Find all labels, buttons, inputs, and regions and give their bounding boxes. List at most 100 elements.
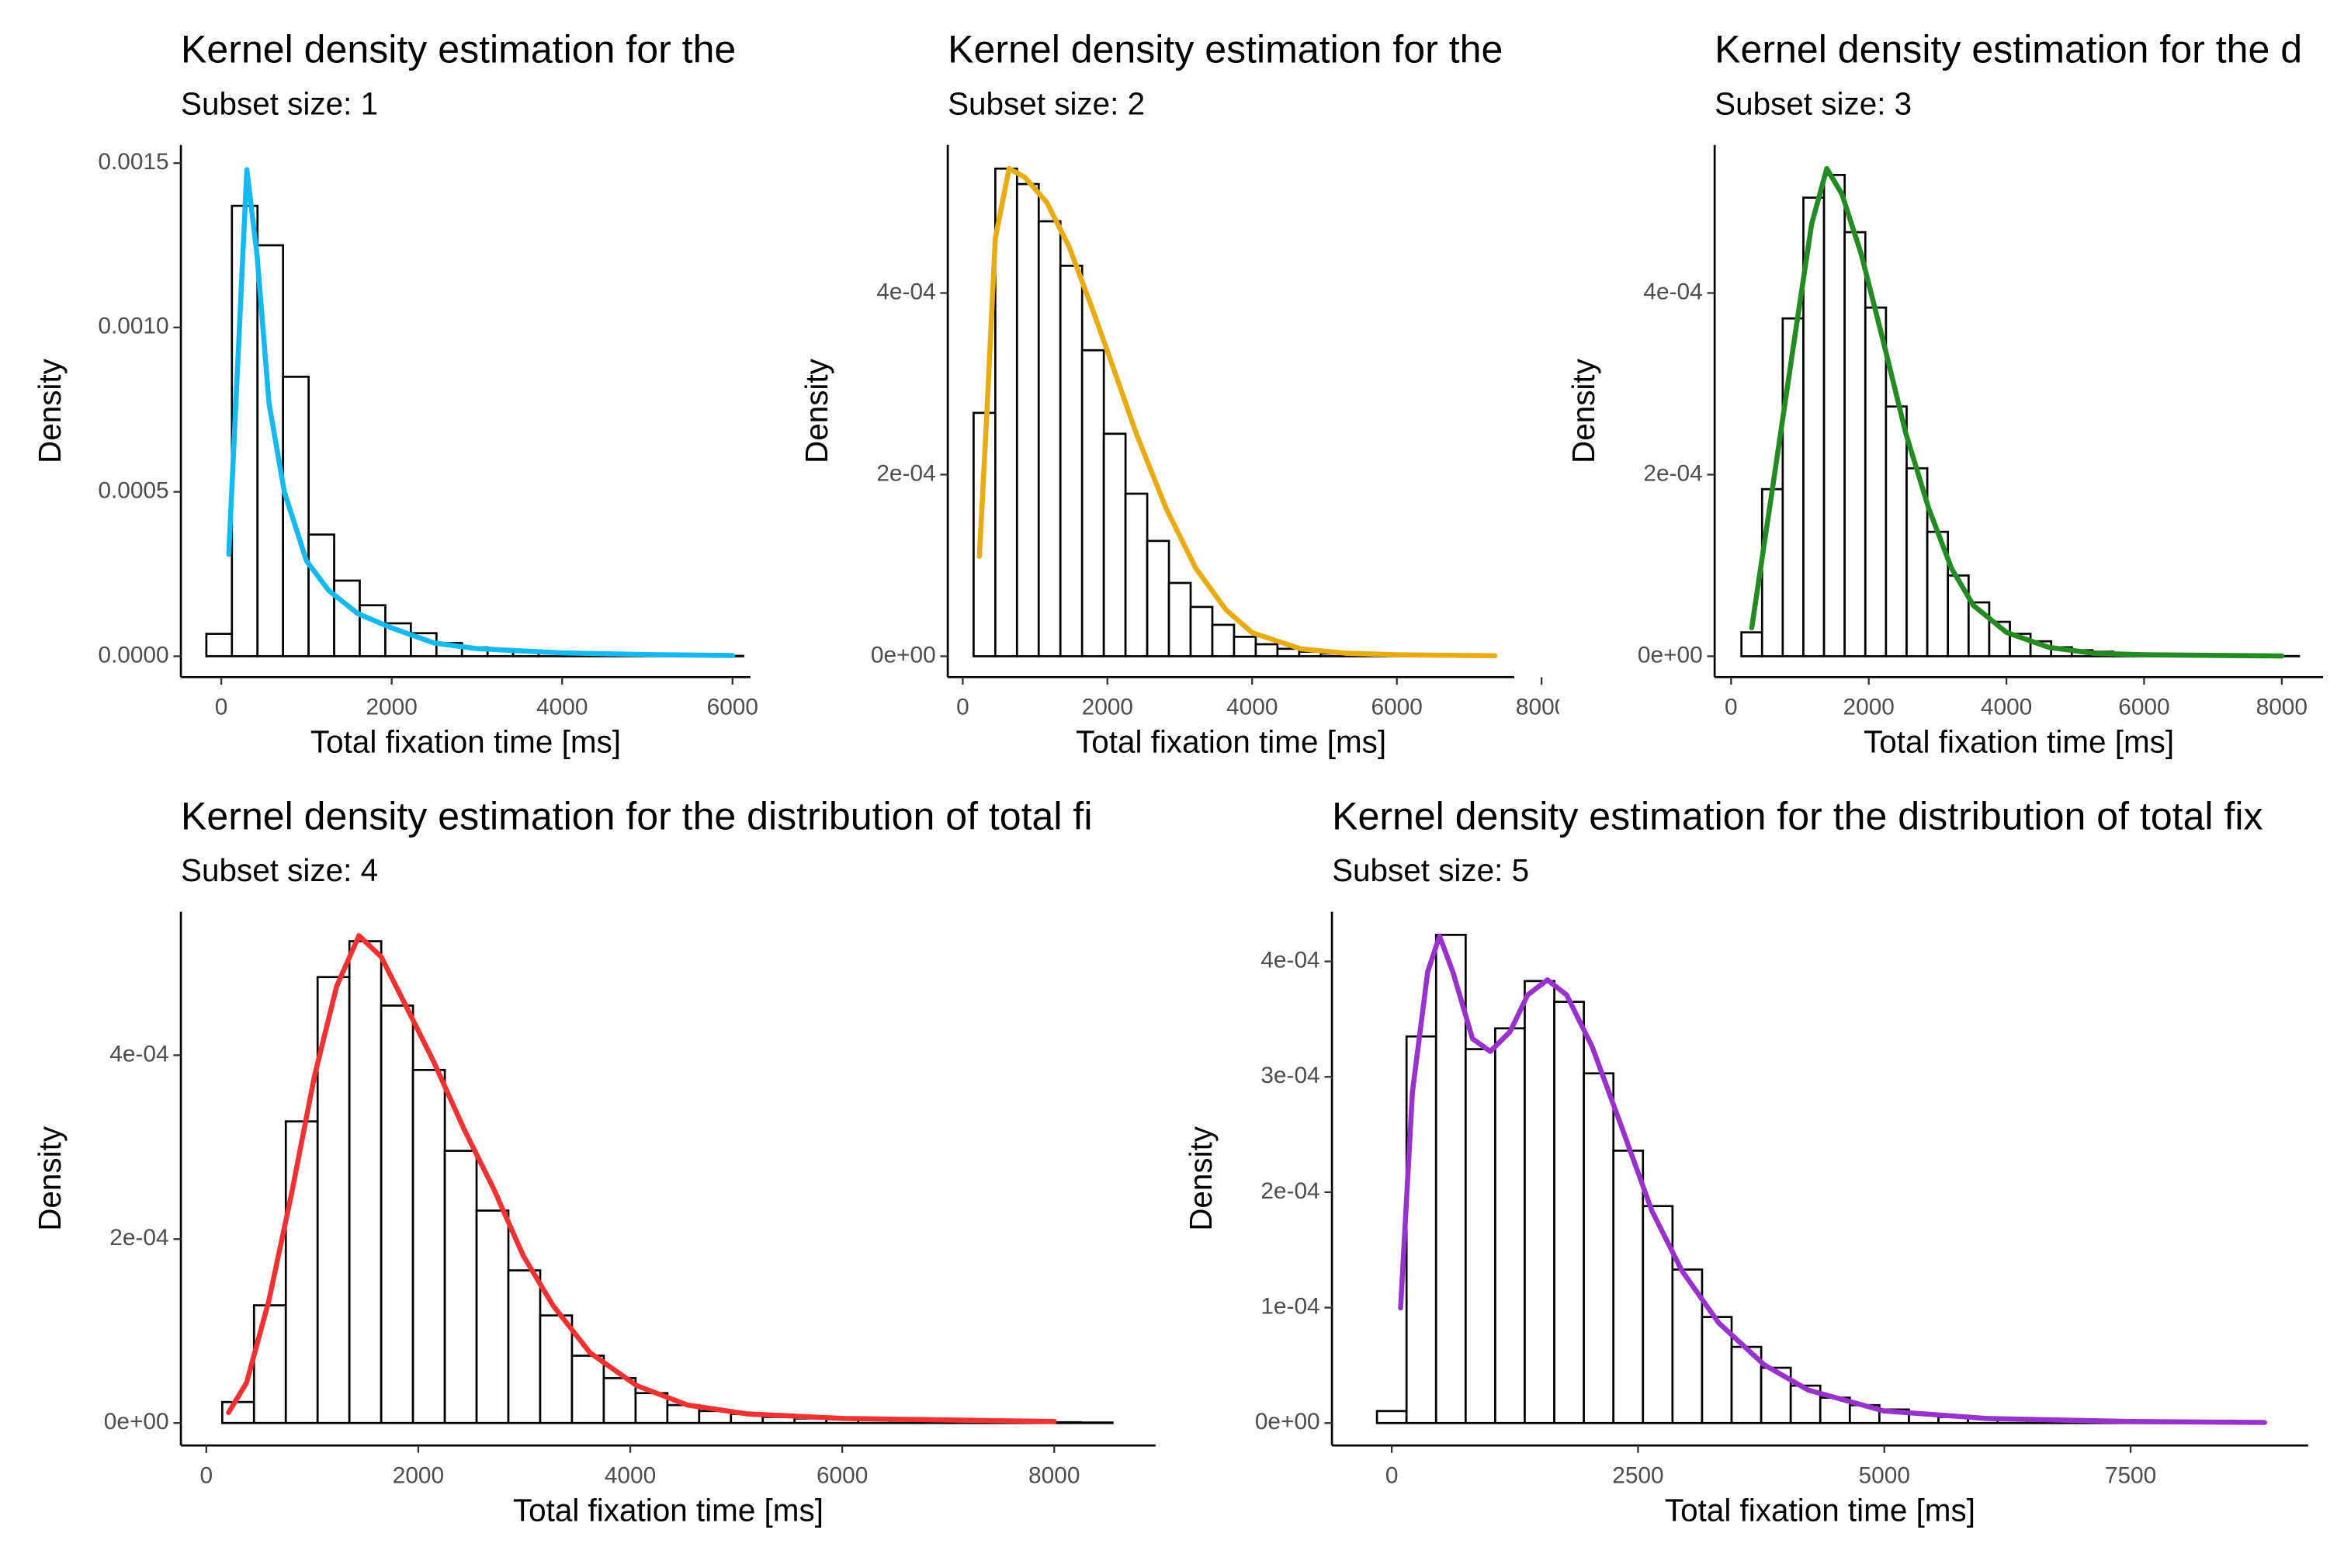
y-tick-label: 4e-04 xyxy=(109,1041,168,1067)
histogram-bar xyxy=(1254,643,1279,657)
x-tick-label: 2500 xyxy=(1612,1462,1663,1488)
y-tick-label: 0.0010 xyxy=(98,314,168,339)
histogram-bar xyxy=(993,167,1018,657)
histogram-bar xyxy=(507,1269,542,1424)
y-tick-label: 0e+00 xyxy=(104,1409,169,1434)
x-axis-title: Total fixation time [ms] xyxy=(1864,724,2174,760)
kde-line xyxy=(226,933,1057,1424)
x-tick-label: 6000 xyxy=(707,695,758,720)
x-tick-label: 8000 xyxy=(2256,695,2308,720)
histogram-bar xyxy=(1167,581,1192,657)
chart-subtitle: Subset size: 4 xyxy=(181,852,378,888)
x-axis-title: Total fixation time [ms] xyxy=(1665,1492,1975,1528)
histogram-bar xyxy=(1124,492,1149,657)
y-tick-label: 0e+00 xyxy=(871,642,936,668)
histogram-bar xyxy=(1885,405,1908,657)
x-tick-label: 0 xyxy=(200,1462,213,1488)
histogram-bar xyxy=(1102,432,1127,657)
histogram-bar xyxy=(1375,1410,1408,1424)
kde-line xyxy=(1398,933,2267,1425)
histogram-bar xyxy=(205,633,234,657)
histogram-bar xyxy=(1583,1072,1615,1424)
histogram-bar xyxy=(475,1209,510,1424)
x-tick-label: 6000 xyxy=(817,1462,868,1488)
x-tick-label: 2000 xyxy=(366,695,417,720)
chart-title: Kernel density estimation for the distri… xyxy=(181,794,1092,838)
x-tick-label: 0 xyxy=(1385,1462,1399,1488)
y-axis-title: Density xyxy=(799,358,834,463)
histogram-bar xyxy=(443,1150,478,1424)
chart-subtitle: Subset size: 3 xyxy=(1715,85,1912,121)
y-tick-label: 4e-04 xyxy=(1260,947,1319,973)
kde-line xyxy=(1749,165,2285,659)
x-axis-title: Total fixation time [ms] xyxy=(1076,724,1386,760)
histogram-bar xyxy=(1494,1027,1526,1424)
y-tick-label: 2e-04 xyxy=(109,1225,168,1251)
panel: Kernel density estimation for the distri… xyxy=(1183,794,2308,1528)
x-axis-title: Total fixation time [ms] xyxy=(310,724,621,760)
y-tick-label: 0.0005 xyxy=(98,478,168,504)
x-tick-label: 4000 xyxy=(536,695,588,720)
histogram-bar xyxy=(1864,306,1888,657)
histogram-bar xyxy=(1843,231,1867,657)
y-tick-label: 2e-04 xyxy=(876,460,935,486)
histogram-bar xyxy=(1037,220,1062,657)
x-tick-label: 7500 xyxy=(2105,1462,2156,1488)
y-tick-label: 0e+00 xyxy=(1255,1409,1320,1434)
histogram-bar xyxy=(1524,980,1555,1424)
y-axis-title: Density xyxy=(1566,358,1601,463)
x-tick-label: 2000 xyxy=(393,1462,444,1488)
x-tick-label: 2000 xyxy=(1843,695,1895,720)
y-tick-label: 3e-04 xyxy=(1260,1063,1319,1088)
histogram-bar xyxy=(282,376,310,657)
histogram-bar xyxy=(1015,182,1040,657)
x-tick-label: 0 xyxy=(1725,695,1738,720)
panel: Kernel density estimation for the d Subse… xyxy=(1566,28,2324,760)
x-tick-label: 6000 xyxy=(2118,695,2169,720)
chart-subtitle: Subset size: 2 xyxy=(948,85,1145,121)
y-axis-title: Density xyxy=(32,1126,68,1231)
y-axis-title: Density xyxy=(32,358,68,463)
chart-subtitle: Subset size: 1 xyxy=(181,85,378,121)
y-tick-label: 4e-04 xyxy=(1643,279,1702,304)
x-tick-label: 8000 xyxy=(1028,1462,1080,1488)
histogram-bar xyxy=(359,604,387,657)
histogram-bar xyxy=(1740,631,1763,657)
kde-line xyxy=(226,167,736,658)
histogram-bar xyxy=(333,579,361,657)
x-tick-label: 8000 xyxy=(1516,695,1567,720)
histogram-bar xyxy=(284,1120,319,1424)
histogram-bar xyxy=(539,1314,574,1424)
histogram-bar xyxy=(1926,530,1950,657)
histogram-bar xyxy=(348,940,383,1424)
histogram-bar xyxy=(1189,605,1214,657)
histogram-bar xyxy=(1612,1150,1645,1424)
x-axis-title: Total fixation time [ms] xyxy=(513,1492,824,1528)
histogram-bar xyxy=(1080,349,1105,657)
x-tick-label: 4000 xyxy=(605,1462,656,1488)
histogram-bar xyxy=(570,1355,605,1424)
y-tick-label: 2e-04 xyxy=(1643,460,1702,486)
x-tick-label: 0 xyxy=(956,695,969,720)
x-tick-label: 0 xyxy=(215,695,228,720)
x-tick-label: 2000 xyxy=(1082,695,1133,720)
histogram-bar xyxy=(411,1069,446,1424)
kde-line xyxy=(976,165,1498,659)
histogram-bar xyxy=(1233,636,1257,657)
x-tick-label: 6000 xyxy=(1371,695,1422,720)
chart-title: Kernel density estimation for the xyxy=(948,28,1503,71)
histogram-bar xyxy=(1802,196,1826,657)
y-tick-label: 0e+00 xyxy=(1638,642,1703,668)
y-axis-title: Density xyxy=(1183,1126,1219,1231)
histogram-bar xyxy=(1822,174,1846,657)
y-tick-label: 1e-04 xyxy=(1260,1293,1319,1319)
histogram-bar xyxy=(602,1377,637,1424)
histogram-bar xyxy=(1464,1048,1496,1424)
histogram-bar xyxy=(1760,487,1784,657)
histogram-bar xyxy=(1059,265,1084,657)
chart-title: Kernel density estimation for the d xyxy=(1715,28,2302,71)
y-tick-label: 4e-04 xyxy=(876,279,935,304)
panel: Kernel density estimation for the distri… xyxy=(32,794,1156,1528)
